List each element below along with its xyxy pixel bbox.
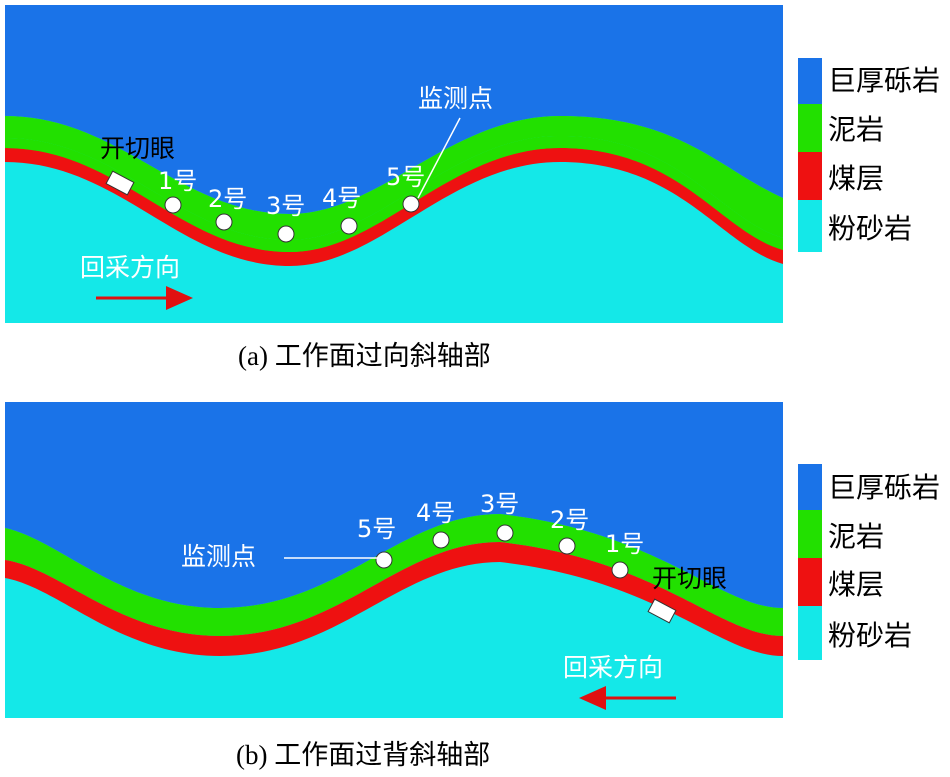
legend-swatch-coal-a	[798, 152, 822, 200]
monitor-point-b-1	[611, 561, 629, 579]
thick-sandstone-layer-b	[5, 402, 783, 608]
open-cut-label-a: 开切眼	[100, 134, 175, 163]
legend-a: 巨厚砾岩 泥岩 煤层 粉砂岩	[798, 58, 940, 252]
panel-a: 开切眼 1号 2号 3号 4号 5号 监测点 回采方向 巨厚砾岩 泥岩 煤层 粉…	[5, 5, 940, 371]
point-label-a-4: 4号	[322, 184, 361, 212]
legend-text-sandstone-a: 巨厚砾岩	[828, 64, 940, 97]
monitor-point-b-3	[496, 524, 514, 542]
legend-swatch-mudstone-b	[798, 510, 822, 558]
point-label-b-5: 5号	[357, 515, 396, 543]
point-label-a-5: 5号	[386, 163, 425, 191]
monitor-point-a-1	[164, 196, 182, 214]
caption-a: (a) 工作面过向斜轴部	[238, 341, 491, 371]
point-label-a-2: 2号	[208, 185, 247, 213]
legend-text-mudstone-a: 泥岩	[828, 113, 884, 146]
point-label-a-1: 1号	[158, 167, 197, 195]
legend-swatch-sandstone-a	[798, 58, 822, 104]
point-label-a-3: 3号	[266, 192, 305, 220]
legend-swatch-siltstone-b	[798, 606, 822, 660]
point-label-b-3: 3号	[480, 490, 519, 518]
legend-swatch-siltstone-a	[798, 200, 822, 252]
monitor-leader-a	[417, 117, 461, 199]
legend-swatch-sandstone-b	[798, 464, 822, 510]
monitor-point-a-5	[402, 195, 420, 213]
point-label-b-2: 2号	[550, 506, 589, 534]
monitor-point-a-4	[340, 217, 358, 235]
monitor-point-b-2	[558, 537, 576, 555]
legend-b: 巨厚砾岩 泥岩 煤层 粉砂岩	[798, 464, 940, 660]
monitor-point-b-4	[432, 531, 450, 549]
caption-b: (b) 工作面过背斜轴部	[236, 740, 490, 770]
legend-text-siltstone-a: 粉砂岩	[828, 212, 912, 245]
monitor-point-a-3	[277, 225, 295, 243]
legend-text-mudstone-b: 泥岩	[828, 520, 884, 553]
monitor-point-a-2	[215, 213, 233, 231]
panel-b: 5号 4号 3号 2号 1号 开切眼 监测点 回采方向 巨厚砾岩 泥岩 煤层 粉…	[5, 402, 940, 770]
direction-label-b: 回采方向	[563, 653, 663, 682]
open-cut-marker-b	[647, 598, 677, 624]
point-label-b-4: 4号	[416, 499, 455, 527]
mudstone-fill-a	[5, 136, 783, 252]
coal-layer-b	[5, 542, 783, 656]
legend-text-siltstone-b: 粉砂岩	[828, 619, 912, 652]
mudstone-band-b	[5, 514, 783, 636]
monitor-label-a: 监测点	[418, 84, 493, 113]
legend-swatch-coal-b	[798, 558, 822, 606]
legend-text-coal-a: 煤层	[828, 162, 884, 195]
direction-label-a: 回采方向	[80, 253, 180, 282]
monitor-point-b-5	[375, 551, 393, 569]
monitor-label-b: 监测点	[181, 542, 256, 571]
silt-under-a	[5, 162, 783, 323]
open-cut-label-b: 开切眼	[652, 564, 727, 593]
legend-swatch-mudstone-a	[798, 104, 822, 152]
open-cut-marker-a	[105, 170, 135, 196]
mudstone-band-a	[5, 116, 783, 240]
legend-text-coal-b: 煤层	[828, 568, 884, 601]
thick-sandstone-layer-a	[5, 5, 783, 214]
point-label-b-1: 1号	[605, 530, 644, 558]
legend-text-sandstone-b: 巨厚砾岩	[828, 471, 940, 504]
